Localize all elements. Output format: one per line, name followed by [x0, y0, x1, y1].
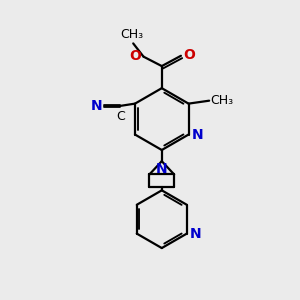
Text: N: N: [156, 162, 168, 176]
Text: O: O: [183, 48, 195, 62]
Text: CH₃: CH₃: [120, 28, 143, 41]
Text: O: O: [129, 49, 141, 63]
Text: N: N: [91, 99, 103, 113]
Text: CH₃: CH₃: [211, 94, 234, 107]
Text: N: N: [190, 227, 201, 241]
Text: N: N: [192, 128, 204, 142]
Text: C: C: [116, 110, 125, 123]
